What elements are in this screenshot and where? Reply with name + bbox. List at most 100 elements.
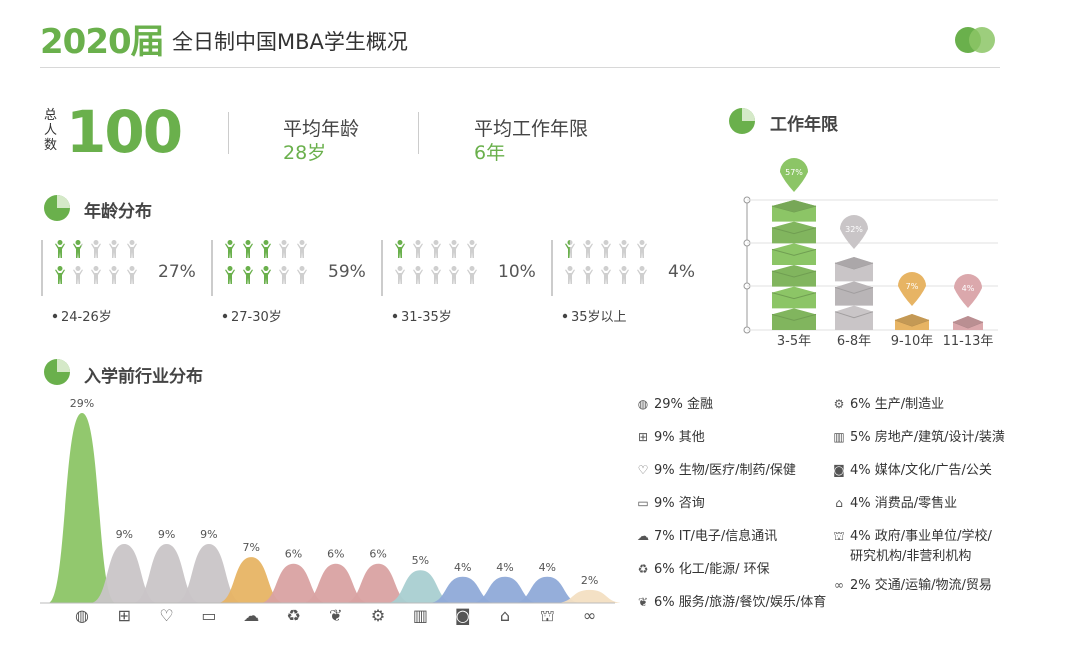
stat-divider bbox=[418, 112, 419, 154]
globe-icon: ◍ bbox=[637, 397, 649, 411]
age-category-label: 24-26岁 bbox=[61, 310, 112, 325]
industry-area bbox=[513, 576, 582, 603]
avg-age-label: 平均年龄 bbox=[283, 118, 360, 140]
bar-segment bbox=[772, 243, 816, 265]
industry-value-label: 4% bbox=[454, 561, 471, 574]
legend-item: ♡ 9% 生物/医疗/制药/保健 bbox=[636, 459, 796, 478]
heart-icon: ♡ bbox=[637, 463, 649, 477]
person-icon bbox=[261, 266, 271, 284]
industry-value-label: 9% bbox=[116, 528, 133, 541]
person-icon bbox=[467, 266, 477, 284]
person-icon bbox=[55, 266, 65, 284]
building-icon: ▥ bbox=[833, 430, 845, 444]
person-icon bbox=[127, 266, 137, 284]
person-icon bbox=[565, 240, 570, 258]
industry-peak: 4% bbox=[471, 561, 539, 603]
industry-area bbox=[428, 576, 497, 603]
value-marker bbox=[780, 158, 808, 192]
person-icon bbox=[297, 266, 307, 284]
legend-label: 咨询 bbox=[678, 496, 705, 511]
industry-peak: 9% bbox=[90, 528, 159, 603]
link-icon: ∞ bbox=[834, 578, 844, 592]
bar-cap bbox=[953, 316, 983, 328]
industry-area bbox=[132, 544, 201, 603]
section-title-industry: 入学前行业分布 bbox=[84, 367, 203, 387]
legend-item: ❦ 6% 服务/旅游/餐饮/娱乐/体育 bbox=[636, 591, 826, 610]
legend-percent: 6% bbox=[654, 562, 679, 577]
industry-peak: 7% bbox=[217, 541, 286, 603]
person-icon bbox=[127, 240, 137, 258]
gear-icon: ⚙ bbox=[370, 606, 386, 625]
avg-age-value: 28岁 bbox=[283, 142, 327, 164]
store-icon: ⌂ bbox=[835, 496, 843, 510]
legend-label: 房地产/建筑/设计/装潢 bbox=[874, 430, 1005, 445]
bar-facet bbox=[771, 292, 817, 300]
person-icon bbox=[243, 240, 253, 258]
person-icon bbox=[297, 240, 307, 258]
section-title-age: 年龄分布 bbox=[84, 202, 152, 222]
person-icon bbox=[601, 266, 611, 284]
person-icon bbox=[449, 240, 459, 258]
legend-item: ▭ 9% 咨询 bbox=[636, 492, 705, 511]
industry-peak: 6% bbox=[301, 548, 370, 603]
title-divider bbox=[40, 67, 1000, 68]
legend-label: 生产/制造业 bbox=[874, 397, 945, 412]
bar-facet bbox=[834, 311, 874, 319]
value-label: 32% bbox=[845, 225, 863, 234]
person-icon bbox=[583, 240, 593, 258]
industry-area bbox=[259, 563, 328, 603]
category-label: 3-5年 bbox=[777, 334, 811, 349]
bar-segment bbox=[772, 286, 816, 309]
industry-peak: 29% bbox=[48, 397, 116, 603]
industry-area bbox=[90, 544, 159, 603]
age-percent-label: 27% bbox=[158, 262, 196, 282]
industry-value-label: 4% bbox=[539, 561, 556, 574]
legend-item: ∞ 2% 交通/运输/物流/贸易 bbox=[832, 574, 992, 593]
person-icon bbox=[109, 266, 119, 284]
industry-area bbox=[48, 413, 116, 603]
bar-segment bbox=[772, 221, 816, 244]
category-label: 11-13年 bbox=[943, 334, 994, 349]
person-icon bbox=[395, 240, 405, 258]
industry-area bbox=[217, 557, 286, 603]
government-icon: ⛫ bbox=[539, 606, 555, 625]
store-icon: ⌂ bbox=[499, 606, 511, 625]
globe-icon: ◍ bbox=[75, 606, 89, 625]
bar-facet bbox=[771, 227, 817, 235]
legend-item: ⛫ 4% 政府/事业单位/学校/研究机构/非营利机构 bbox=[832, 525, 991, 564]
legend-label: 媒体/文化/广告/公关 bbox=[874, 463, 992, 478]
person-icon bbox=[225, 240, 235, 258]
age-group: 4% 35岁以上 bbox=[551, 240, 695, 325]
legend-item: ⊞ 9% 其他 bbox=[636, 426, 705, 445]
person-icon bbox=[619, 266, 629, 284]
bar-segment bbox=[772, 308, 816, 330]
pie-section-icon bbox=[729, 108, 755, 134]
recycle-icon: ♻ bbox=[286, 606, 301, 625]
person-icon bbox=[261, 240, 271, 258]
legend-percent: 29% bbox=[654, 397, 688, 412]
legend-label: 交通/运输/物流/贸易 bbox=[874, 578, 992, 593]
person-icon bbox=[601, 240, 611, 258]
bar-facet bbox=[834, 286, 874, 294]
legend-item: ⌂ 4% 消费品/零售业 bbox=[832, 492, 957, 511]
chat-icon: ▭ bbox=[637, 496, 649, 510]
value-marker bbox=[898, 272, 926, 307]
legend-percent: 5% bbox=[850, 430, 875, 445]
person-icon bbox=[109, 240, 119, 258]
person-icon bbox=[225, 266, 235, 284]
total-label: 总人数 bbox=[44, 108, 58, 153]
industry-area-chart: 29% 9% 9% 9% 7% 6% 6% 6% 5% 4% 4% 4% 2% bbox=[40, 397, 620, 604]
recycle-icon: ♻ bbox=[637, 562, 649, 576]
page-title: 全日制中国MBA学生概况 bbox=[172, 30, 408, 54]
camera-icon: ◙ bbox=[454, 606, 471, 625]
industry-value-label: 9% bbox=[200, 528, 217, 541]
gear-icon: ⚙ bbox=[833, 397, 845, 411]
cloud-icon: ☁ bbox=[243, 606, 260, 625]
industry-value-label: 6% bbox=[285, 548, 302, 561]
person-icon bbox=[395, 266, 405, 284]
legend-label-line2: 研究机构/非营利机构 bbox=[850, 549, 972, 564]
legend-label: 消费品/零售业 bbox=[874, 496, 958, 511]
industry-value-label: 2% bbox=[581, 574, 598, 587]
age-category-label: 27-30岁 bbox=[231, 310, 282, 325]
legend-item: ⚙ 6% 生产/制造业 bbox=[832, 393, 945, 412]
